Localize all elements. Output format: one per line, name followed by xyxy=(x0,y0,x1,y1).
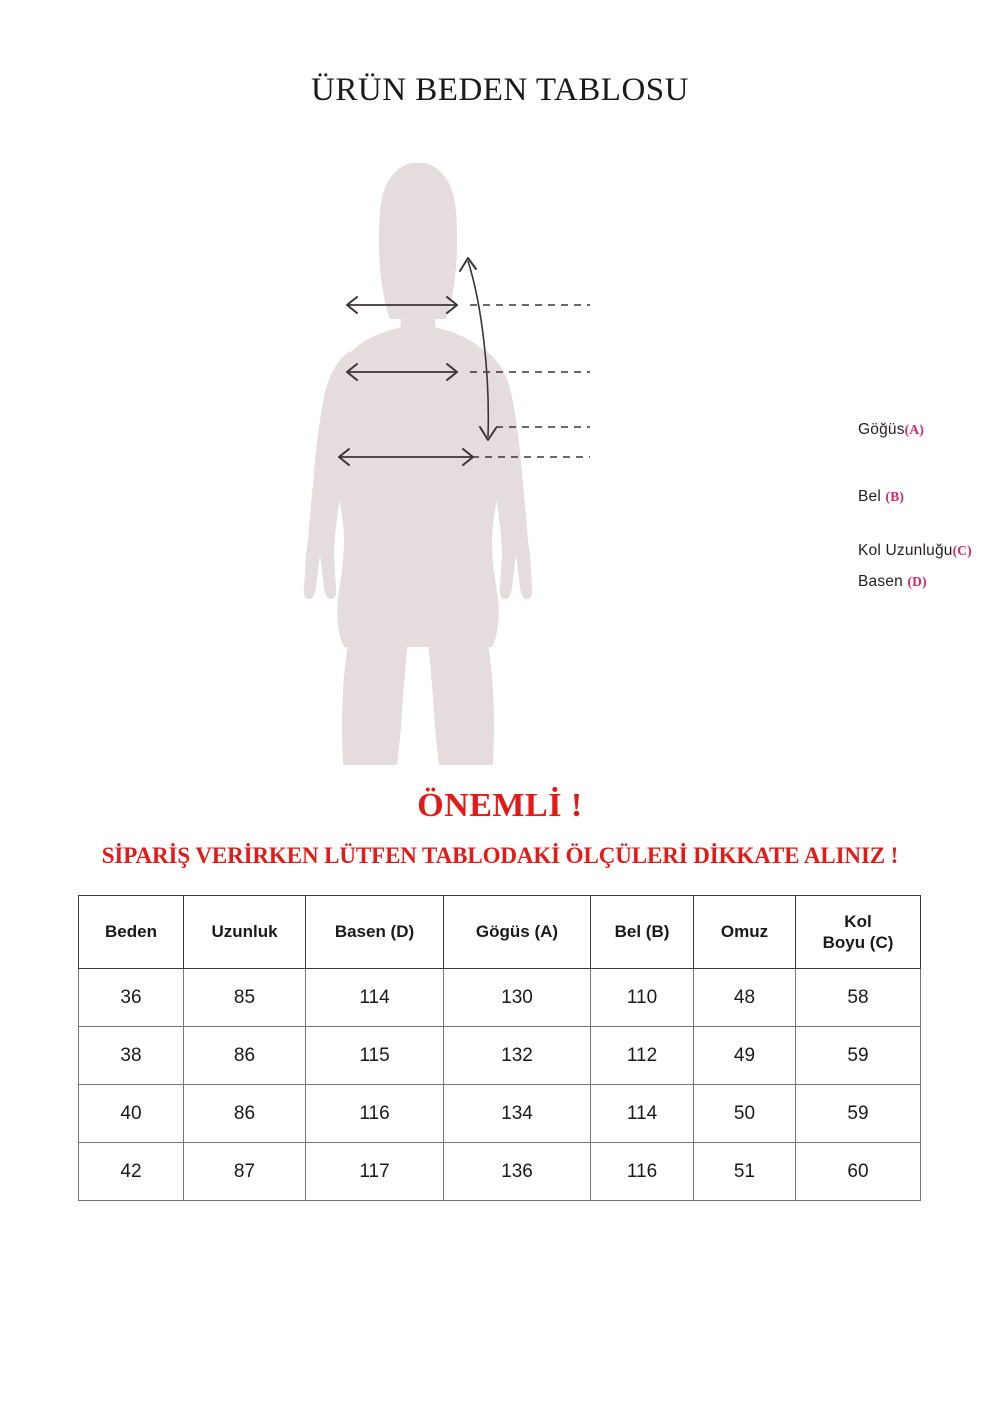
diagram-label-sleeve-length: Kol Uzunluğu(C) xyxy=(858,542,972,560)
table-row: 40 86 116 134 114 50 59 xyxy=(78,1084,921,1143)
diagram-label-hip: Basen (D) xyxy=(858,573,927,591)
cell-beden: 38 xyxy=(78,1026,184,1085)
table-row: 42 87 117 136 116 51 60 xyxy=(78,1142,921,1201)
cell-kol: 59 xyxy=(795,1026,921,1085)
female-body-silhouette-icon xyxy=(303,163,590,765)
diagram-label-chest-code: (A) xyxy=(904,422,925,437)
diagram-label-sleeve-length-code: (C) xyxy=(952,543,972,558)
size-table: Beden Uzunluk Basen (D) Gögüs (A) Bel (B… xyxy=(78,895,921,1201)
column-header-gogus: Gögüs (A) xyxy=(443,895,591,969)
cell-gogus: 132 xyxy=(443,1026,591,1085)
cell-bel: 110 xyxy=(590,968,694,1027)
warning-subheading: SİPARİŞ VERİRKEN LÜTFEN TABLODAKİ ÖLÇÜLE… xyxy=(101,843,899,868)
cell-omuz: 48 xyxy=(693,968,796,1027)
cell-gogus: 130 xyxy=(443,968,591,1027)
cell-basen: 116 xyxy=(305,1084,444,1143)
cell-uzunluk: 87 xyxy=(183,1142,306,1201)
cell-gogus: 136 xyxy=(443,1142,591,1201)
column-header-kol-boyu-line1: Kol xyxy=(844,911,872,931)
diagram-label-waist-text: Bel xyxy=(858,488,886,505)
cell-beden: 40 xyxy=(78,1084,184,1143)
cell-omuz: 49 xyxy=(693,1026,796,1085)
cell-kol: 59 xyxy=(795,1084,921,1143)
diagram-label-chest: Göğüs(A) xyxy=(858,421,924,439)
cell-uzunluk: 85 xyxy=(183,968,306,1027)
warning-heading: ÖNEMLİ ! xyxy=(417,787,583,824)
column-header-uzunluk: Uzunluk xyxy=(183,895,306,969)
diagram-label-sleeve-length-text: Kol Uzunluğu xyxy=(858,542,953,559)
column-header-bel: Bel (B) xyxy=(590,895,694,969)
cell-uzunluk: 86 xyxy=(183,1084,306,1143)
table-header-row: Beden Uzunluk Basen (D) Gögüs (A) Bel (B… xyxy=(78,895,921,969)
measurement-diagram: Göğüs(A) Bel (B) Kol Uzunluğu(C) Basen (… xyxy=(260,125,972,765)
table-row: 38 86 115 132 112 49 59 xyxy=(78,1026,921,1085)
diagram-label-hip-code: (D) xyxy=(907,574,927,589)
cell-bel: 114 xyxy=(590,1084,694,1143)
cell-uzunluk: 86 xyxy=(183,1026,306,1085)
page-title: ÜRÜN BEDEN TABLOSU xyxy=(311,72,689,108)
diagram-label-waist-code: (B) xyxy=(885,489,905,504)
column-header-kol-boyu: Kol Boyu (C) xyxy=(795,895,921,969)
cell-beden: 42 xyxy=(78,1142,184,1201)
column-header-beden: Beden xyxy=(78,895,184,969)
diagram-label-hip-text: Basen xyxy=(858,573,908,590)
cell-gogus: 134 xyxy=(443,1084,591,1143)
diagram-label-waist: Bel (B) xyxy=(858,488,904,506)
cell-omuz: 51 xyxy=(693,1142,796,1201)
cell-omuz: 50 xyxy=(693,1084,796,1143)
cell-beden: 36 xyxy=(78,968,184,1027)
cell-kol: 60 xyxy=(795,1142,921,1201)
cell-basen: 114 xyxy=(305,968,444,1027)
column-header-basen: Basen (D) xyxy=(305,895,444,969)
table-row: 36 85 114 130 110 48 58 xyxy=(78,968,921,1027)
cell-bel: 112 xyxy=(590,1026,694,1085)
column-header-omuz: Omuz xyxy=(693,895,796,969)
cell-basen: 117 xyxy=(305,1142,444,1201)
cell-bel: 116 xyxy=(590,1142,694,1201)
cell-basen: 115 xyxy=(305,1026,444,1085)
diagram-label-chest-text: Göğüs xyxy=(858,421,905,438)
size-table-container: Beden Uzunluk Basen (D) Gögüs (A) Bel (B… xyxy=(78,895,921,1201)
cell-kol: 58 xyxy=(795,968,921,1027)
column-header-kol-boyu-line2: Boyu (C) xyxy=(822,933,894,952)
